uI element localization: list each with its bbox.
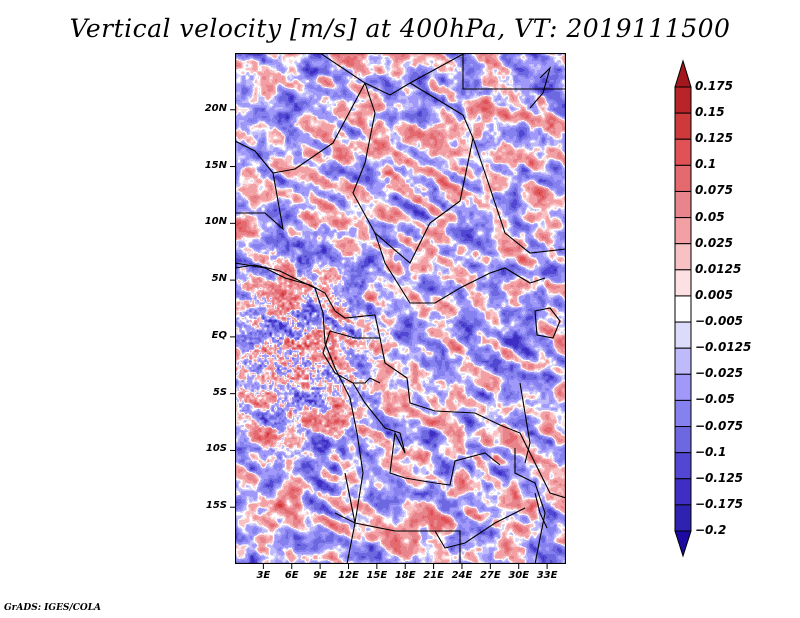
border-line [374, 232, 546, 304]
lat-tick-label: 5N [211, 273, 227, 285]
colorbar-label: 0.075 [695, 183, 733, 198]
grads-credit: GrADS: IGES/COLA [4, 603, 102, 613]
lon-tick-label: 27E [479, 570, 501, 581]
border-line [344, 472, 356, 524]
coastline-lake-malawi [534, 492, 548, 529]
lon-tick-label: 3E [256, 570, 271, 581]
map-frame [235, 53, 566, 564]
lat-tick-label: 20N [204, 102, 227, 114]
lat-tick-label: 5S [212, 386, 227, 398]
colorbar-label: −0.0125 [695, 340, 752, 355]
lon-tick-label: 12E [338, 570, 359, 581]
coastline [235, 66, 561, 564]
colorbar-label: −0.1 [695, 444, 727, 459]
coastline-red-sea [529, 66, 552, 109]
lat-tick-label: 15S [205, 500, 227, 512]
border-line [352, 82, 474, 264]
colorbar-segment [674, 138, 692, 166]
border-line [353, 377, 381, 384]
colorbar-label: −0.2 [695, 523, 727, 537]
colorbar-segment [674, 426, 692, 454]
colorbar-label: −0.125 [695, 470, 744, 485]
lon-tick-label: 18E [394, 570, 416, 581]
border-line [235, 140, 284, 231]
colorbar-segment [674, 86, 692, 114]
colorbar-segment [674, 112, 692, 140]
lon-tick-label: 24E [451, 570, 473, 581]
colorbar-label: 0.15 [695, 105, 725, 120]
colorbar-segment [674, 295, 692, 323]
colorbar-label: −0.075 [695, 418, 744, 433]
colorbar-segment [674, 321, 692, 349]
colorbar-segment [674, 243, 692, 271]
lon-tick-label: 15E [366, 570, 388, 581]
colorbar-segment [674, 164, 692, 192]
colorbar-label: 0.025 [695, 235, 733, 250]
border-line [322, 330, 501, 486]
lon-tick-label: 6E [284, 570, 299, 581]
vertical-velocity-field [235, 53, 566, 564]
chart-title: Vertical velocity [m/s] at 400hPa, VT: 2… [69, 14, 731, 43]
lat-tick-label: 10N [204, 216, 227, 228]
coastline-lake-victoria [534, 307, 561, 339]
colorbar-extend-max [674, 59, 692, 88]
colorbar-segment [674, 373, 692, 401]
colorbar-label: 0.005 [695, 287, 733, 302]
colorbar-label: −0.05 [695, 392, 735, 407]
colorbar-segment [674, 190, 692, 219]
colorbar-label: 0.1 [695, 157, 717, 172]
border-line [472, 137, 566, 254]
colorbar-segment [674, 452, 692, 480]
border-line [334, 512, 461, 564]
colorbar-label: −0.005 [695, 314, 744, 329]
map-overlay [235, 53, 566, 564]
colorbar-label: 0.125 [695, 131, 733, 146]
colorbar-label: 0.0125 [695, 261, 742, 276]
colorbar-segment [674, 478, 692, 506]
border-line [364, 53, 466, 96]
colorbar-segment [674, 399, 692, 428]
border-line [514, 448, 546, 564]
border-line [462, 53, 566, 90]
lon-tick-label: 9E [313, 570, 327, 581]
colorbar-extend-min [674, 530, 692, 558]
border-line [272, 53, 366, 174]
country-borders [235, 53, 566, 564]
colorbar-segment [674, 269, 692, 297]
coastline-west-africa [235, 264, 364, 564]
lon-tick-label: 33E [536, 570, 558, 581]
border-line [235, 262, 336, 312]
lon-tick-label: 30E [508, 570, 530, 581]
colorbar-label: −0.025 [695, 366, 744, 381]
colorbar-segment [674, 217, 692, 245]
lon-tick-label: 21E [423, 570, 444, 581]
border-line [434, 507, 526, 549]
colorbar-label: 0.175 [695, 79, 733, 93]
colorbar-segment [674, 347, 692, 375]
lat-tick-label: EQ [211, 329, 227, 341]
lat-tick-label: 10S [205, 443, 227, 455]
map-panel [235, 53, 566, 564]
lat-tick-label: 15N [204, 159, 227, 171]
colorbar-segment [674, 504, 692, 532]
colorbar-label: −0.175 [695, 496, 744, 511]
colorbar-label: 0.05 [695, 209, 725, 224]
border-line [379, 337, 566, 499]
coastline-lake-tanganyika [519, 382, 531, 464]
border-line [329, 310, 381, 339]
